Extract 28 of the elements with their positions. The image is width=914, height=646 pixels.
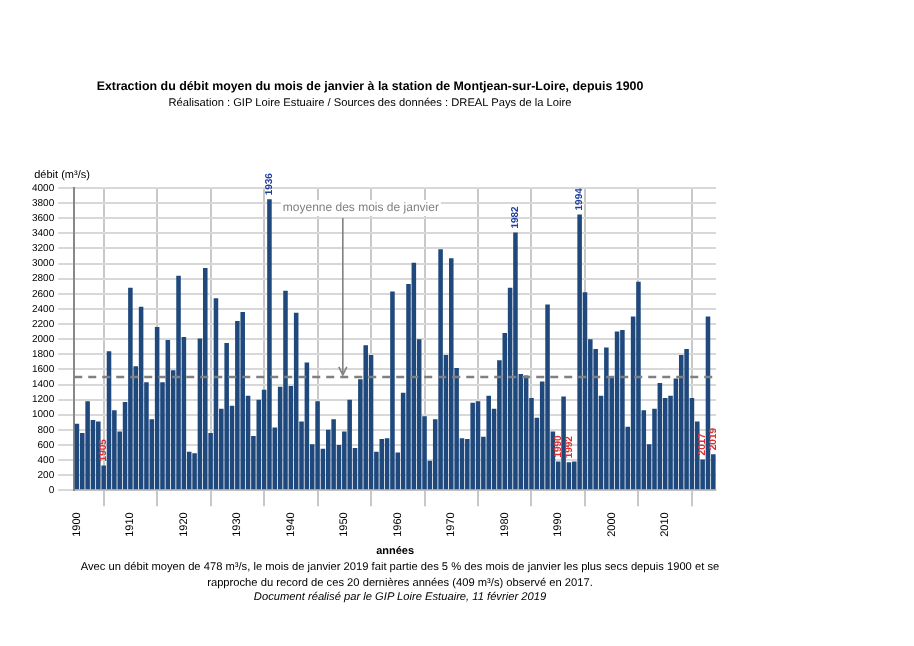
bar	[283, 290, 288, 490]
bar	[449, 258, 454, 490]
bar	[678, 355, 684, 490]
bar	[331, 419, 336, 490]
bar	[604, 347, 609, 490]
bar	[620, 330, 625, 490]
bar	[486, 395, 491, 490]
bar	[470, 402, 475, 490]
bar	[176, 275, 181, 490]
bar	[561, 396, 566, 490]
bar	[128, 287, 133, 490]
bar	[438, 249, 443, 490]
bar	[513, 232, 518, 490]
bar	[363, 345, 368, 490]
bar	[203, 268, 208, 490]
bar	[267, 199, 272, 490]
bar	[96, 421, 101, 490]
bar	[224, 342, 229, 490]
bar	[684, 348, 689, 490]
bar	[240, 311, 245, 490]
bar	[85, 401, 90, 490]
bar	[577, 214, 582, 490]
bar	[315, 401, 320, 490]
bar	[347, 399, 352, 490]
bar	[636, 281, 641, 490]
bar	[545, 304, 550, 490]
bar	[379, 438, 385, 490]
bar	[390, 291, 395, 490]
